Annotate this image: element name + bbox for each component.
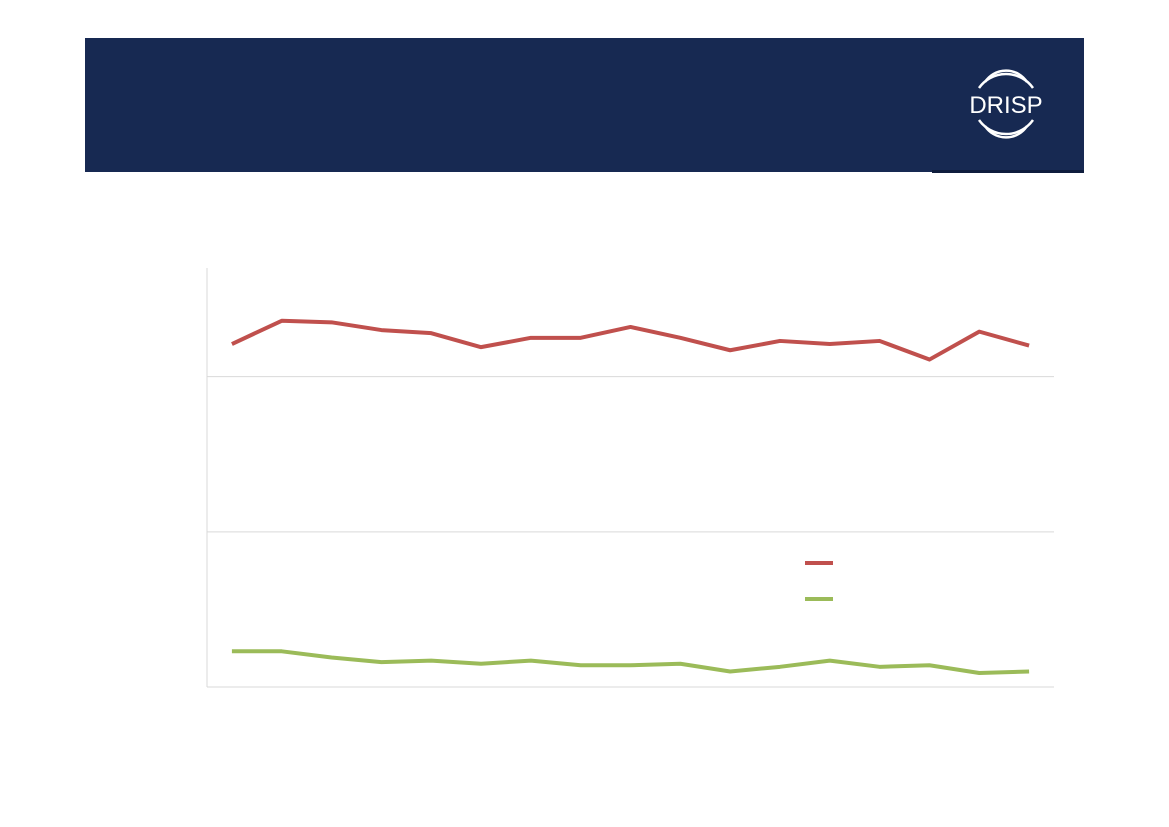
logo (977, 69, 1035, 139)
logo-text: DRISP (969, 92, 1042, 119)
logo-arc (977, 72, 1035, 89)
header-accent (932, 170, 1084, 173)
logo-arc (983, 125, 1029, 139)
series-line (231, 649, 1030, 676)
header-band (85, 38, 1084, 172)
series-line (231, 318, 1030, 362)
logo-arc (983, 69, 1029, 83)
logo-arc (977, 119, 1035, 136)
chart (206, 268, 1054, 688)
